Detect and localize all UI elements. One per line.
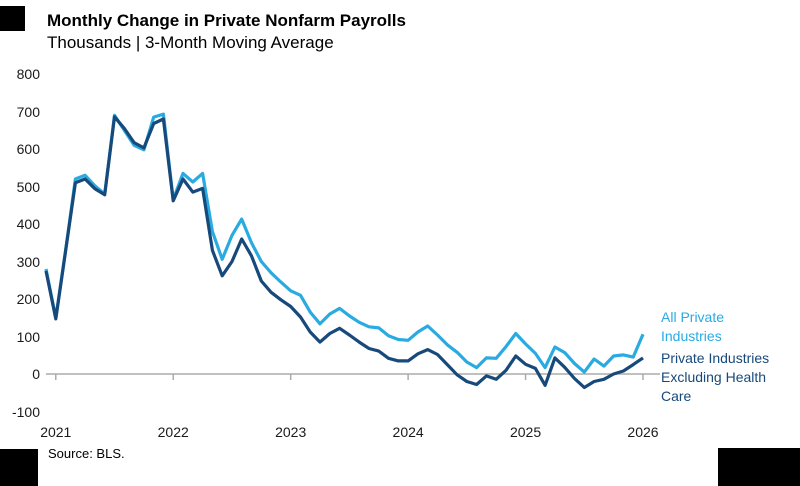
y-tick-label-400: 400 (16, 216, 40, 232)
legend-private-ex-health-care: Private Industries Excluding Health Care (661, 350, 770, 404)
legend-all-private-industries: All Private Industries (661, 309, 725, 344)
x-tick-label-2025: 2025 (509, 424, 542, 440)
bottom-left-logo-block (0, 449, 38, 486)
y-tick-label-100: 100 (16, 328, 40, 345)
y-tick-label--100: -100 (11, 403, 40, 420)
chart-subtitle: Thousands | 3-Month Moving Average (47, 33, 334, 52)
bottom-right-logo-block (718, 448, 800, 486)
y-tick-label-300: 300 (16, 253, 40, 270)
y-tick-label-500: 500 (16, 178, 40, 195)
x-tick-label-2022: 2022 (157, 424, 189, 440)
series-line-ex-health-care (44, 115, 644, 390)
y-tick-label-800: 800 (16, 66, 40, 82)
x-tick-label-2023: 2023 (275, 424, 307, 440)
x-tick-label-2021: 2021 (40, 424, 72, 440)
y-tick-label-0: 0 (32, 366, 40, 382)
y-tick-label-200: 200 (16, 291, 40, 307)
chart-title: Monthly Change in Private Nonfarm Payrol… (47, 11, 406, 30)
y-tick-label-600: 600 (16, 141, 40, 157)
x-tick-label-2026: 2026 (627, 424, 659, 440)
top-left-logo-block (0, 6, 25, 31)
source-note: Source: BLS. (48, 446, 125, 461)
y-tick-label-700: 700 (16, 103, 40, 120)
x-tick-label-2024: 2024 (392, 424, 424, 440)
